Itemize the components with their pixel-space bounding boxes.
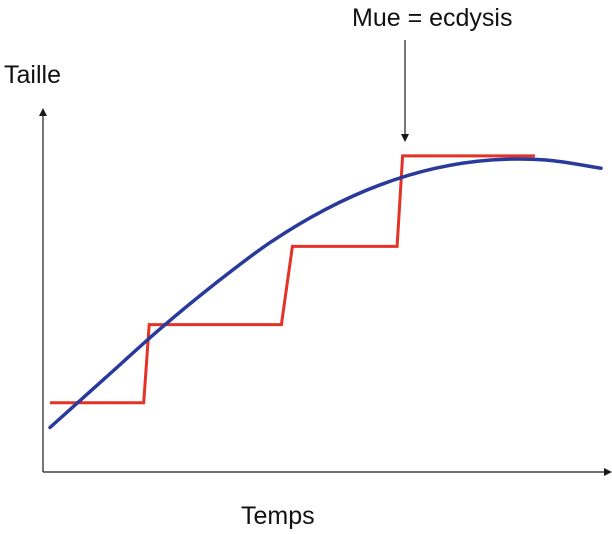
molt-step-size-line xyxy=(50,154,535,405)
continuous-growth-curve xyxy=(48,157,603,430)
x-axis-label: Temps xyxy=(241,502,315,530)
y-axis-label: Taille xyxy=(4,61,61,89)
molt-annotation-label: Mue = ecdysis xyxy=(352,4,513,32)
